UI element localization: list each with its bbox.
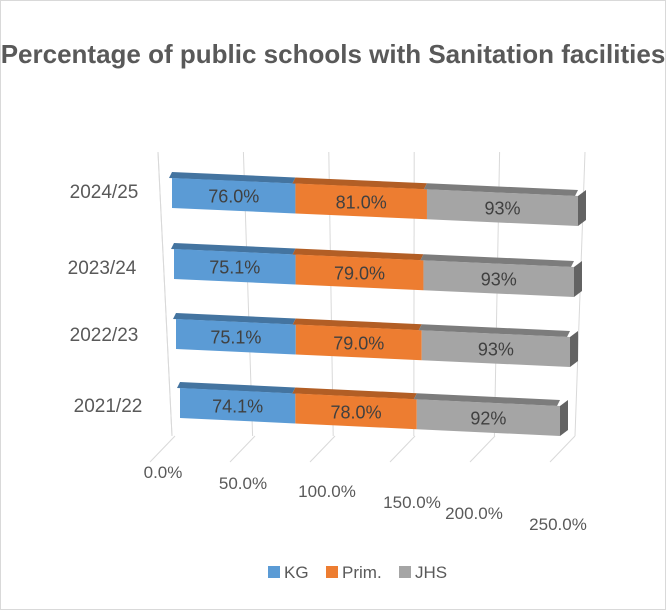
data-label: 93%: [481, 270, 517, 290]
bar-top-face: [418, 324, 570, 337]
x-tick-label: 250.0%: [529, 515, 587, 534]
bar-top-face: [292, 387, 417, 400]
bar-segment: [176, 319, 296, 355]
x-tick-label: 100.0%: [298, 482, 356, 501]
floor-gridline: [229, 435, 256, 463]
x-tick-label: 200.0%: [445, 504, 503, 523]
data-label: 81.0%: [336, 192, 387, 212]
bar-top-face: [292, 177, 427, 190]
legend-label: JHS: [415, 563, 447, 582]
bar-top-face: [173, 313, 296, 325]
legend-swatch: [268, 566, 280, 578]
category-label: 2024/25: [70, 182, 139, 203]
bar-end-cap: [578, 190, 586, 226]
bar-top-face: [420, 254, 574, 267]
x-tick-label: 150.0%: [383, 493, 441, 512]
axis-line: [157, 151, 173, 437]
data-label: 93%: [478, 340, 514, 360]
bar-segment: [295, 183, 427, 220]
bar-segment: [295, 324, 422, 361]
floor-gridline: [389, 435, 416, 463]
bar-end-cap: [574, 261, 582, 297]
bar-segment: [423, 260, 574, 297]
bar-segment: [416, 399, 560, 436]
chart-title: Percentage of public schools with Sanita…: [0, 39, 666, 69]
data-label: 74.1%: [212, 397, 263, 417]
x-tick-label: 50.0%: [219, 474, 267, 493]
bar-segment: [180, 388, 296, 424]
category-label: 2021/22: [74, 396, 143, 417]
floor-gridline: [549, 435, 576, 463]
category-label: 2022/23: [70, 325, 139, 346]
data-label: 79.0%: [333, 333, 384, 353]
bar-segment: [426, 189, 578, 226]
data-label: 78.0%: [331, 402, 382, 422]
bar-segment: [174, 249, 296, 285]
data-label: 93%: [484, 199, 520, 219]
bar-end-cap: [560, 400, 568, 436]
floor-gridline: [469, 435, 496, 463]
data-label: 76.0%: [208, 187, 259, 207]
data-label: 75.1%: [210, 328, 261, 348]
bar-top-face: [169, 172, 296, 184]
bar-segment: [421, 330, 570, 367]
bar-top-face: [292, 248, 424, 261]
legend-label: KG: [284, 563, 309, 582]
bar-top-face: [423, 183, 578, 196]
bar-top-face: [292, 318, 422, 331]
data-label: 92%: [470, 409, 506, 429]
bar-segment: [295, 393, 417, 430]
floor-gridline: [149, 435, 176, 463]
bar-top-face: [177, 382, 296, 394]
legend-swatch: [399, 566, 411, 578]
bar-top-face: [171, 243, 296, 255]
legend-swatch: [326, 566, 338, 578]
floor-gridline: [309, 435, 336, 463]
x-tick-label: 0.0%: [144, 463, 183, 482]
data-label: 75.1%: [209, 258, 260, 278]
bar-segment: [295, 254, 424, 291]
bar-top-face: [413, 393, 560, 406]
legend-label: Prim.: [342, 563, 382, 582]
data-label: 79.0%: [334, 263, 385, 283]
bar-end-cap: [570, 331, 578, 367]
category-label: 2023/24: [68, 258, 137, 279]
bar-segment: [172, 178, 296, 214]
